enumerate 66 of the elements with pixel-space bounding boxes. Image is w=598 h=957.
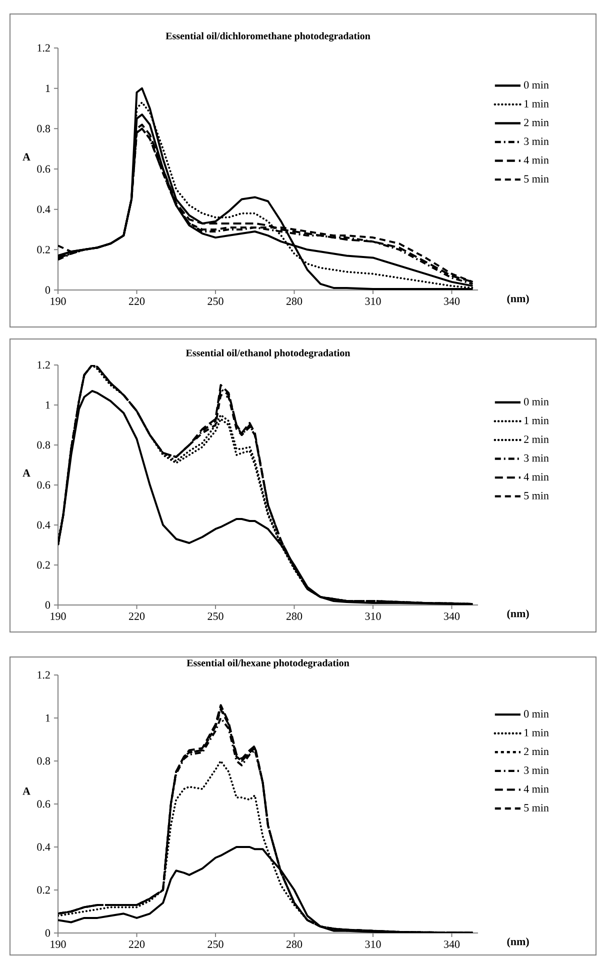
x-tick-label: 250 — [208, 298, 224, 305]
y-tick-label: 0.2 — [37, 246, 50, 254]
y-tick-label: 0 — [45, 929, 50, 937]
legend-label: 3 min — [524, 454, 549, 462]
legend-label: 1 min — [524, 100, 549, 108]
legend-label: 4 min — [524, 156, 549, 164]
y-tick-label: 1 — [46, 401, 50, 409]
x-tick-label: 310 — [365, 298, 381, 305]
legend-label: 0 min — [524, 81, 549, 89]
legend-label: 4 min — [524, 785, 549, 793]
legend-label: 3 min — [524, 138, 549, 146]
x-tick-label: 220 — [128, 298, 145, 305]
y-tick-label: 0.6 — [37, 481, 50, 489]
x-tick-label: 280 — [286, 940, 302, 948]
x-tick-label: 340 — [444, 298, 460, 305]
y-tick-label: 0.8 — [37, 441, 50, 449]
x-tick-label: 340 — [444, 940, 460, 948]
x-tick-label: 280 — [286, 612, 302, 620]
x-axis-title: (nm) — [507, 610, 529, 620]
x-axis-title: (nm) — [507, 294, 529, 304]
legend-label: 5 min — [524, 804, 549, 812]
y-tick-label: 0 — [45, 286, 50, 294]
x-tick-label: 190 — [50, 612, 66, 620]
y-tick-label: 0.4 — [37, 206, 50, 214]
y-tick-label: 0.6 — [37, 800, 50, 808]
x-tick-label: 220 — [128, 940, 145, 948]
legend-label: 2 min — [524, 436, 549, 443]
x-tick-label: 190 — [50, 940, 66, 948]
legend-label: 1 min — [524, 728, 549, 736]
legend-label: 5 min — [524, 175, 549, 183]
y-tick-label: 1 — [46, 714, 50, 722]
y-tick-label: 0.8 — [37, 757, 50, 765]
x-tick-label: 340 — [444, 612, 460, 620]
legend-label: 0 min — [524, 710, 549, 718]
chart-title: Essential oil/hexane photodegradation — [186, 659, 350, 668]
y-tick-label: 0.2 — [37, 561, 50, 569]
legend-label: 2 min — [524, 118, 549, 126]
x-tick-label: 250 — [208, 612, 224, 620]
x-tick-label: 250 — [208, 940, 224, 948]
legend-label: 4 min — [524, 473, 549, 480]
legend-label: 5 min — [524, 492, 549, 500]
y-tick-label: 0.4 — [37, 843, 50, 851]
y-tick-label: 1.2 — [38, 671, 50, 679]
y-axis-title: A — [22, 787, 30, 795]
x-tick-label: 220 — [128, 612, 145, 620]
x-tick-label: 310 — [365, 940, 381, 948]
legend-label: 0 min — [524, 398, 549, 406]
y-tick-label: 1.2 — [38, 44, 50, 52]
y-tick-label: 1 — [46, 84, 50, 92]
x-tick-label: 190 — [50, 298, 66, 305]
y-tick-label: 0.4 — [37, 521, 50, 529]
y-tick-label: 0.8 — [37, 124, 50, 132]
y-tick-label: 0.6 — [37, 165, 50, 173]
legend-label: 1 min — [524, 416, 549, 424]
x-tick-label: 280 — [286, 298, 302, 305]
y-axis-title: A — [22, 153, 30, 161]
x-axis-title: (nm) — [507, 938, 529, 948]
x-tick-label: 310 — [365, 612, 381, 620]
y-tick-label: 0 — [45, 601, 50, 609]
y-tick-label: 0.2 — [37, 886, 50, 894]
legend-label: 2 min — [524, 748, 549, 756]
y-axis-title: A — [22, 469, 30, 477]
y-tick-label: 1.2 — [38, 361, 50, 369]
chart-title: Essential oil/ethanol photodegradation — [186, 349, 350, 358]
legend-label: 3 min — [524, 766, 549, 774]
chart-title: Essential oil/dichloromethane photodegradation — [166, 32, 370, 42]
